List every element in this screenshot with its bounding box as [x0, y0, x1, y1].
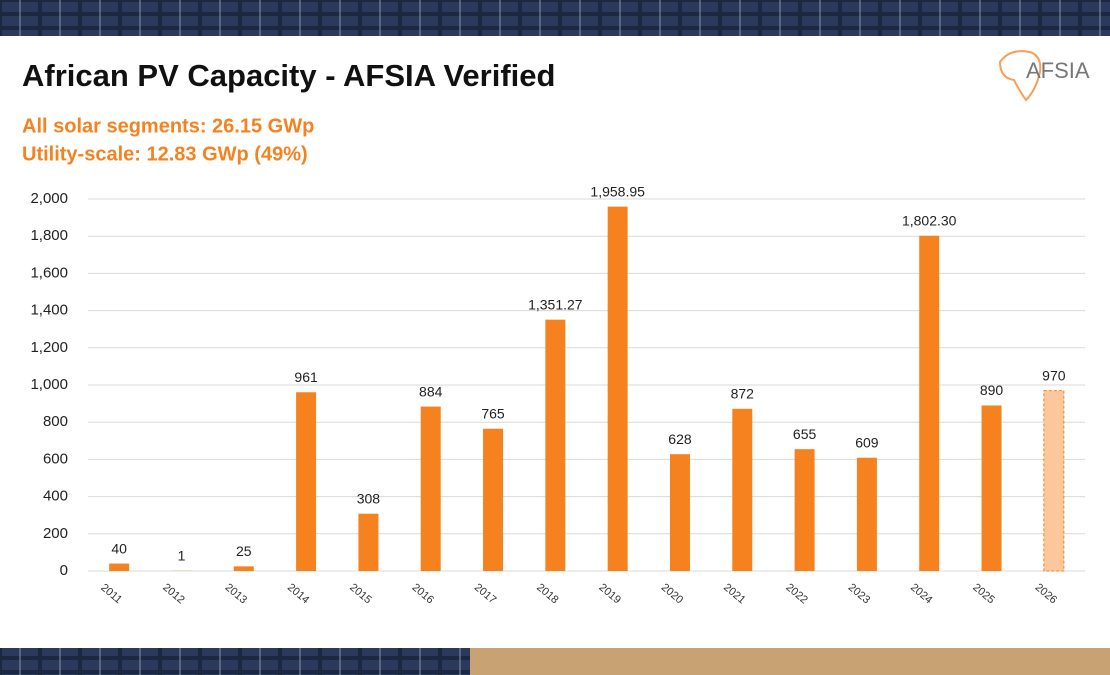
data-label: 872 [731, 386, 755, 402]
y-tick-label: 1,200 [30, 339, 68, 356]
bar [856, 457, 877, 571]
data-label: 655 [793, 426, 817, 442]
bar [919, 235, 940, 571]
y-tick-label: 400 [43, 488, 68, 505]
y-tick-label: 200 [43, 525, 68, 542]
bar [1043, 390, 1065, 572]
data-label: 628 [668, 431, 692, 447]
sand-background [470, 648, 1110, 675]
bar [669, 454, 690, 571]
bar [420, 406, 441, 571]
data-label: 1,802.30 [902, 212, 957, 228]
bar [109, 563, 130, 571]
data-label: 1 [178, 548, 186, 564]
data-label: 970 [1042, 367, 1066, 383]
y-tick-label: 1,800 [30, 227, 68, 244]
bar [545, 319, 566, 571]
bar [483, 428, 504, 571]
data-label: 1,958.95 [590, 183, 645, 199]
data-label: 1,351.27 [528, 296, 583, 312]
y-tick-label: 1,000 [30, 376, 68, 393]
bar [794, 449, 815, 571]
bar [607, 206, 628, 571]
y-tick-label: 600 [43, 450, 68, 467]
chart-title: African PV Capacity - AFSIA Verified [22, 58, 555, 93]
logo-text: AFSIA [1026, 58, 1090, 83]
bar [296, 392, 317, 571]
bar [233, 566, 254, 571]
y-tick-label: 800 [43, 413, 68, 430]
data-label: 890 [980, 382, 1004, 398]
bar [981, 405, 1002, 571]
y-tick-label: 1,400 [30, 302, 68, 319]
solar-panel-background [0, 648, 470, 675]
data-label: 308 [357, 490, 381, 506]
logo-shape [998, 50, 1042, 102]
y-tick-label: 2,000 [30, 190, 68, 207]
data-label: 40 [111, 540, 127, 556]
y-tick-label: 1,600 [30, 264, 68, 281]
data-label: 961 [294, 369, 318, 385]
chart-subtitle: All solar segments: 26.15 GWp [22, 115, 314, 137]
solar-panel-background [0, 0, 1110, 36]
chart-subtitle: Utility-scale: 12.83 GWp (49%) [22, 143, 308, 165]
bar [358, 513, 379, 571]
data-label: 25 [236, 543, 252, 559]
data-label: 609 [855, 434, 879, 450]
y-tick-label: 0 [60, 562, 68, 579]
data-label: 884 [419, 383, 443, 399]
data-label: 765 [481, 405, 505, 421]
bar [732, 408, 753, 571]
